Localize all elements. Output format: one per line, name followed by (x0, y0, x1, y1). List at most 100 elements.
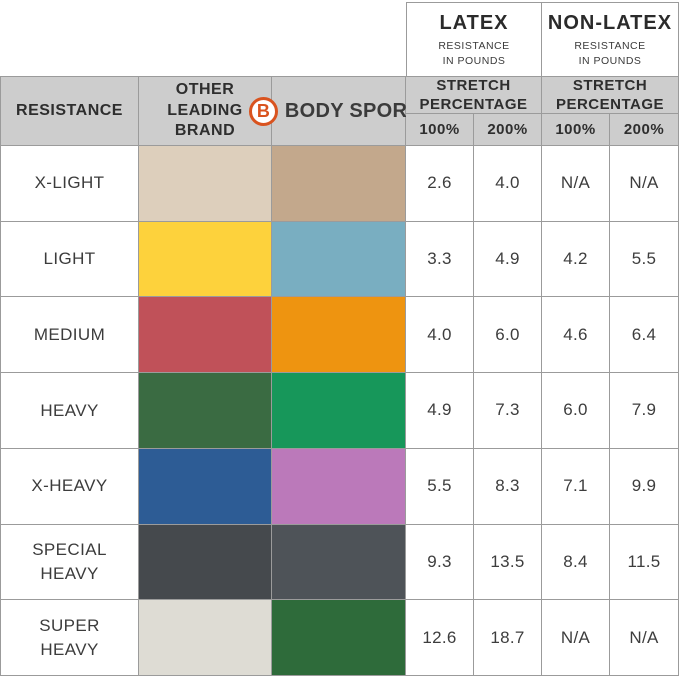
row-label-light: LIGHT (43, 249, 96, 269)
value-latex-100: 3.3 (427, 249, 452, 269)
top-spacer (0, 0, 406, 76)
value-cell: N/A (542, 146, 610, 222)
other-brand-swatch-x-heavy (139, 448, 272, 525)
value-nonlatex-200: 6.4 (631, 324, 657, 344)
row-label-medium: MEDIUM (33, 324, 106, 344)
value-cell: 18.7 (474, 600, 542, 676)
non-latex-100-label: 100% (555, 120, 596, 138)
other-brand-swatch-super-heavy (139, 600, 272, 676)
bodysport-swatch-heavy (272, 373, 406, 449)
value-cell: 4.0 (474, 146, 542, 222)
latex-stretch-label: STRETCH PERCENTAGE (419, 76, 528, 114)
latex-200-label: 200% (487, 120, 528, 138)
value-cell: 6.0 (542, 373, 610, 449)
non-latex-stretch-header: STRETCH PERCENTAGE (542, 76, 679, 114)
value-latex-200: 13.5 (490, 551, 525, 571)
value-latex-200: 4.9 (495, 249, 520, 269)
value-nonlatex-200: 5.5 (631, 249, 657, 269)
bodysport-swatch-super-heavy (272, 600, 406, 676)
value-nonlatex-100: 4.6 (563, 324, 588, 344)
latex-stretch-header: STRETCH PERCENTAGE (406, 76, 542, 114)
bodysport-swatch-x-light (272, 146, 406, 222)
latex-subtitle: RESISTANCE IN POUNDS (438, 40, 510, 67)
other-brand-swatch-heavy (139, 373, 272, 449)
non-latex-title: NON-LATEX (547, 12, 673, 35)
value-nonlatex-200: 7.9 (631, 400, 657, 420)
resistance-column-header: RESISTANCE (0, 76, 139, 146)
value-nonlatex-200: 11.5 (627, 551, 661, 571)
value-nonlatex-200: 9.9 (631, 476, 657, 496)
value-latex-200: 18.7 (490, 627, 525, 647)
value-nonlatex-100: 8.4 (563, 551, 588, 571)
row-label-heavy: HEAVY (40, 400, 99, 420)
row-label-x-heavy: X-HEAVY (31, 476, 108, 496)
latex-100-header: 100% (406, 114, 474, 146)
bodysport-swatch-medium (272, 297, 406, 374)
other-brand-swatch-x-light (139, 146, 272, 222)
value-cell: 4.9 (474, 221, 542, 298)
non-latex-header-box: NON-LATEX RESISTANCE IN POUNDS (542, 2, 679, 76)
value-nonlatex-100: 6.0 (563, 400, 588, 420)
value-nonlatex-100: N/A (560, 173, 591, 193)
value-cell: 9.9 (610, 448, 679, 525)
latex-header-box: LATEX RESISTANCE IN POUNDS (406, 2, 542, 76)
latex-100-label: 100% (419, 120, 460, 138)
row-label-x-light: X-LIGHT (34, 173, 105, 193)
bodysport-column-header: B BODY SPORT™ (248, 76, 429, 146)
value-latex-200: 6.0 (495, 324, 520, 344)
other-brand-swatch-medium (139, 297, 272, 374)
value-cell: N/A (610, 600, 679, 676)
value-cell: 8.3 (474, 448, 542, 525)
value-latex-100: 4.9 (427, 400, 452, 420)
table-row-label: LIGHT (0, 221, 139, 298)
value-nonlatex-100: 7.1 (563, 476, 588, 496)
value-latex-100: 12.6 (422, 627, 457, 647)
bodysport-swatch-light (272, 221, 406, 298)
value-cell: 13.5 (474, 524, 542, 601)
bodysport-b-icon: B (248, 96, 278, 126)
non-latex-stretch-label: STRETCH PERCENTAGE (555, 76, 665, 114)
value-cell: 8.4 (542, 524, 610, 601)
table-row-label: SUPER HEAVY (0, 600, 139, 676)
value-cell: 7.3 (474, 373, 542, 449)
value-latex-200: 4.0 (495, 173, 520, 193)
value-cell: 4.2 (542, 221, 610, 298)
value-cell: N/A (610, 146, 679, 222)
value-latex-200: 7.3 (495, 400, 520, 420)
bodysport-swatch-special-heavy (272, 524, 406, 601)
bodysport-swatch-x-heavy (272, 448, 406, 525)
other-brand-swatch-light (139, 221, 272, 298)
value-cell: 5.5 (610, 221, 679, 298)
row-label-special-heavy: SPECIAL HEAVY (32, 540, 107, 583)
value-cell: 4.6 (542, 297, 610, 374)
value-cell: 4.0 (406, 297, 474, 374)
row-label-super-heavy: SUPER HEAVY (39, 615, 100, 659)
non-latex-200-label: 200% (623, 120, 665, 138)
other-brand-label: OTHER LEADING BRAND (167, 80, 243, 140)
value-nonlatex-100: 4.2 (563, 249, 588, 269)
non-latex-200-header: 200% (610, 114, 679, 146)
value-cell: 7.9 (610, 373, 679, 449)
value-cell: 12.6 (406, 600, 474, 676)
table-row-label: HEAVY (0, 373, 139, 449)
value-nonlatex-200: N/A (629, 173, 659, 193)
value-latex-100: 5.5 (427, 476, 452, 496)
resistance-label: RESISTANCE (16, 101, 123, 119)
value-latex-100: 9.3 (427, 551, 452, 571)
value-cell: N/A (542, 600, 610, 676)
non-latex-100-header: 100% (542, 114, 610, 146)
table-row-label: SPECIAL HEAVY (0, 524, 139, 601)
value-cell: 4.9 (406, 373, 474, 449)
value-latex-100: 2.6 (427, 173, 452, 193)
other-brand-swatch-special-heavy (139, 524, 272, 601)
value-nonlatex-200: N/A (629, 627, 659, 647)
non-latex-subtitle: RESISTANCE IN POUNDS (574, 40, 646, 67)
latex-200-header: 200% (474, 114, 542, 146)
value-cell: 9.3 (406, 524, 474, 601)
table-row-label: X-HEAVY (0, 448, 139, 525)
value-cell: 6.4 (610, 297, 679, 374)
value-cell: 11.5 (610, 524, 679, 601)
value-nonlatex-100: N/A (560, 627, 591, 647)
